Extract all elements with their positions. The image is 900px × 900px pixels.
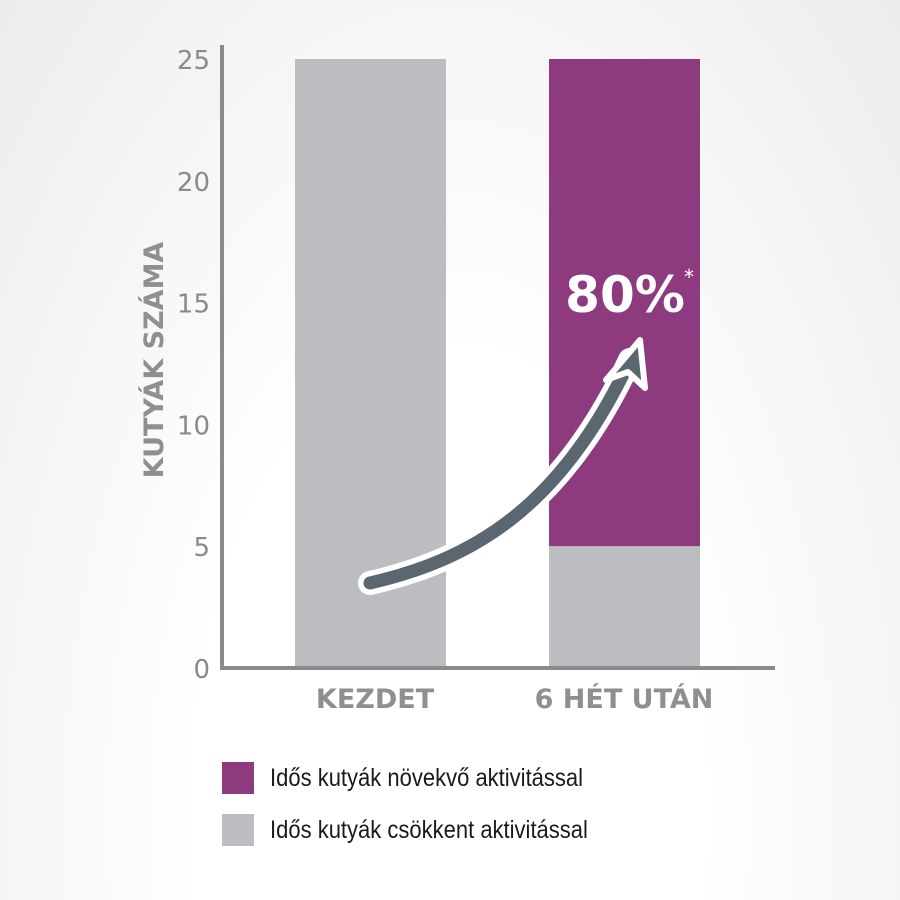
y-axis-label: KUTYÁK SZÁMA xyxy=(138,242,170,479)
y-tick-label: 0 xyxy=(193,655,210,685)
category-label-0: KEZDET xyxy=(316,684,435,715)
y-tick-label: 20 xyxy=(177,168,210,198)
y-tick-label: 25 xyxy=(177,46,210,76)
legend-item-increased: Idős kutyák növekvő aktivitással xyxy=(222,752,631,804)
legend-swatch-purple xyxy=(222,762,254,794)
y-tick-label: 5 xyxy=(193,533,210,563)
bar-1-series-0 xyxy=(549,546,700,668)
legend-swatch-gray xyxy=(222,814,254,846)
legend-label: Idős kutyák növekvő aktivitással xyxy=(270,763,584,792)
legend-item-decreased: Idős kutyák csökkent aktivitással xyxy=(222,804,631,856)
legend: Idős kutyák növekvő aktivitással Idős ku… xyxy=(222,752,631,856)
annotation-asterisk: * xyxy=(684,265,694,289)
category-label-1: 6 HÉT UTÁN xyxy=(535,683,714,715)
annotation-percent: 80% xyxy=(565,266,685,324)
y-tick-label: 10 xyxy=(177,411,210,441)
legend-label: Idős kutyák csökkent aktivitással xyxy=(270,815,588,844)
trend-arrow xyxy=(358,337,648,595)
y-tick-label: 15 xyxy=(177,290,210,320)
